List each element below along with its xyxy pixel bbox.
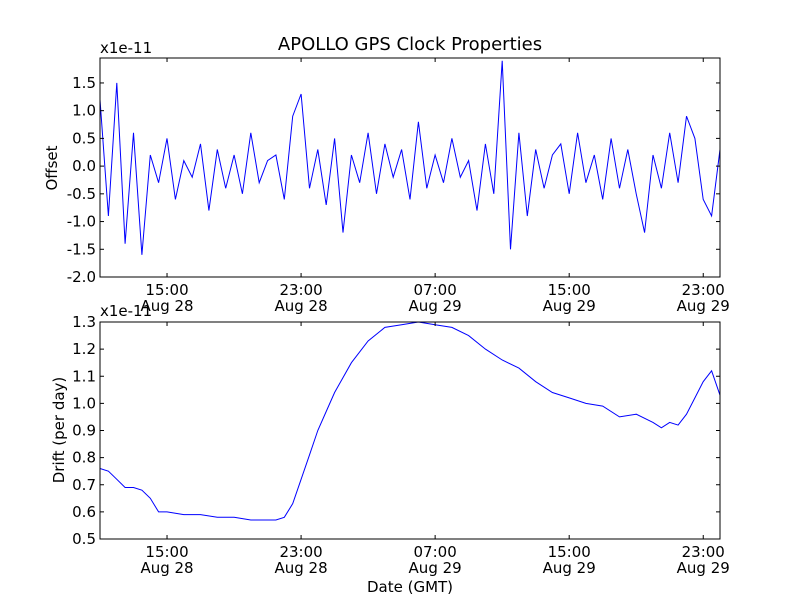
drift-y-tick-label: 0.5 bbox=[72, 530, 96, 548]
offset-x-tick-label-date: Aug 29 bbox=[677, 297, 730, 315]
drift-x-axis-label: Date (GMT) bbox=[367, 578, 453, 596]
drift-series-line bbox=[99, 321, 721, 521]
drift-x-tick-label-date: Aug 29 bbox=[677, 559, 730, 577]
drift-x-tick-label-date: Aug 29 bbox=[543, 559, 596, 577]
drift-x-tick-label-time: 23:00 bbox=[682, 543, 725, 561]
offset-y-tick-label: -0.5 bbox=[67, 185, 96, 203]
drift-x-tick-label-date: Aug 28 bbox=[275, 559, 328, 577]
drift-plot-frame bbox=[99, 321, 721, 540]
chart-title: APOLLO GPS Clock Properties bbox=[278, 34, 542, 55]
offset-y-tick-label: 0.0 bbox=[72, 157, 96, 175]
drift-y-tick-label: 0.6 bbox=[72, 503, 96, 521]
offset-series-line bbox=[99, 60, 721, 255]
drift-x-tick-label-time: 15:00 bbox=[145, 543, 188, 561]
drift-x-tick-label-time: 15:00 bbox=[548, 543, 591, 561]
offset-panel: x1e-11 Offset -2.0 -1.5 -1.0 -0.5 0.0 0.5 1.0 1… bbox=[43, 39, 730, 315]
drift-x-tick-label-time: 07:00 bbox=[414, 543, 457, 561]
drift-y-tick-label: 0.9 bbox=[72, 422, 96, 440]
offset-scale-label: x1e-11 bbox=[100, 39, 152, 57]
offset-x-tick-label-time: 15:00 bbox=[548, 281, 591, 299]
drift-x-tick-label-date: Aug 28 bbox=[140, 559, 193, 577]
offset-x-tick-label-date: Aug 29 bbox=[543, 297, 596, 315]
drift-x-tick-label-time: 23:00 bbox=[279, 543, 322, 561]
offset-x-tick-label-date: Aug 28 bbox=[275, 297, 328, 315]
offset-x-tick-label-time: 07:00 bbox=[414, 281, 457, 299]
drift-y-tick-label: 1.0 bbox=[72, 394, 96, 412]
drift-scale-label: x1e-11 bbox=[100, 302, 152, 320]
offset-y-tick-label: 0.5 bbox=[72, 129, 96, 147]
drift-y-tick-label: 0.7 bbox=[72, 476, 96, 494]
offset-x-tick-label-time: 15:00 bbox=[145, 281, 188, 299]
drift-y-axis-label: Drift (per day) bbox=[50, 377, 68, 484]
offset-y-tick-label: 1.5 bbox=[72, 74, 96, 92]
offset-y-axis-label: Offset bbox=[43, 145, 61, 190]
offset-y-tick-label: -1.0 bbox=[67, 213, 96, 231]
drift-y-tick-label: 1.3 bbox=[72, 313, 96, 331]
offset-y-tick-label: 1.0 bbox=[72, 102, 96, 120]
offset-x-tick-label-time: 23:00 bbox=[682, 281, 725, 299]
offset-y-tick-label: -1.5 bbox=[67, 240, 96, 258]
drift-y-tick-label: 0.8 bbox=[72, 449, 96, 467]
drift-panel: x1e-11 Drift (per day) Date (GMT) 0.5 0.6… bbox=[50, 302, 730, 596]
offset-x-tick-label-date: Aug 29 bbox=[409, 297, 462, 315]
drift-y-tick-label: 1.2 bbox=[72, 340, 96, 358]
drift-y-tick-label: 1.1 bbox=[72, 367, 96, 385]
offset-x-tick-label-time: 23:00 bbox=[279, 281, 322, 299]
offset-y-tick-label: -2.0 bbox=[67, 268, 96, 286]
offset-x-tick-label-date: Aug 28 bbox=[140, 297, 193, 315]
drift-x-tick-label-date: Aug 29 bbox=[409, 559, 462, 577]
offset-plot-frame bbox=[99, 57, 721, 278]
